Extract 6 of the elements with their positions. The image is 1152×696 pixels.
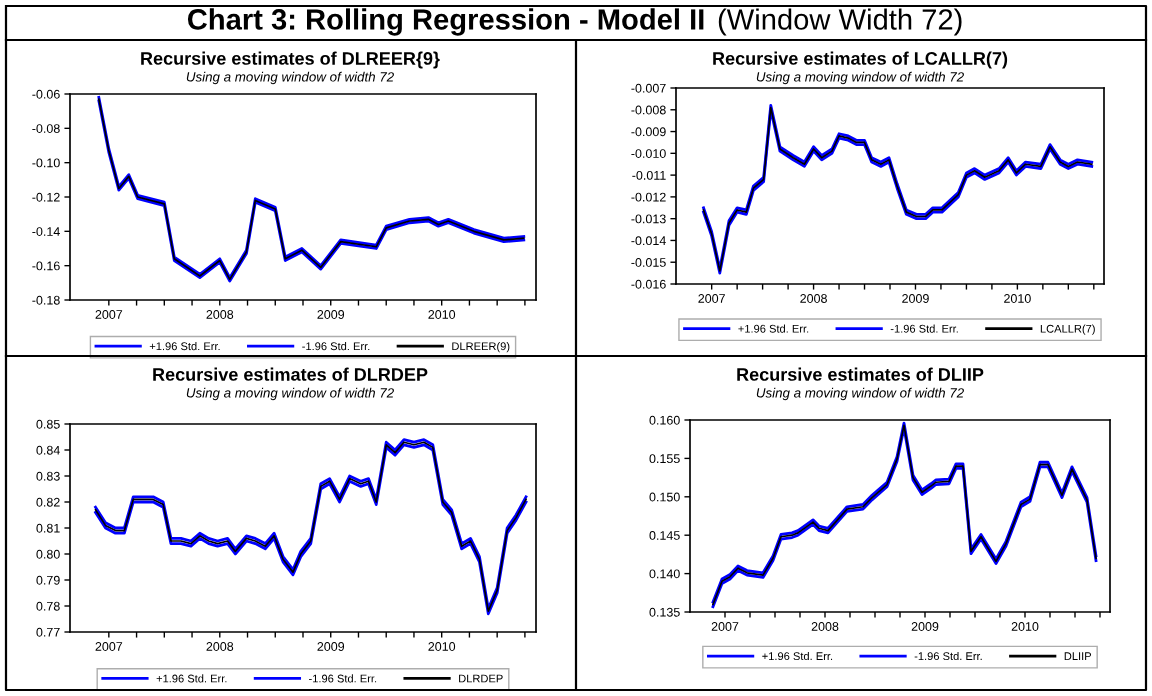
chart-title: Recursive estimates of DLREER{9} [141, 51, 440, 69]
chart-title: Recursive estimates of DLIIP [737, 367, 984, 381]
chart-title: Recursive estimates of LCALLR(7) [713, 51, 1008, 69]
caption: Chart 3: Rolling Regression - Model II [187, 8, 704, 36]
chart-title: Recursive estimates of DLRDEP [153, 367, 428, 381]
text: (Window Width 72) [718, 8, 962, 36]
